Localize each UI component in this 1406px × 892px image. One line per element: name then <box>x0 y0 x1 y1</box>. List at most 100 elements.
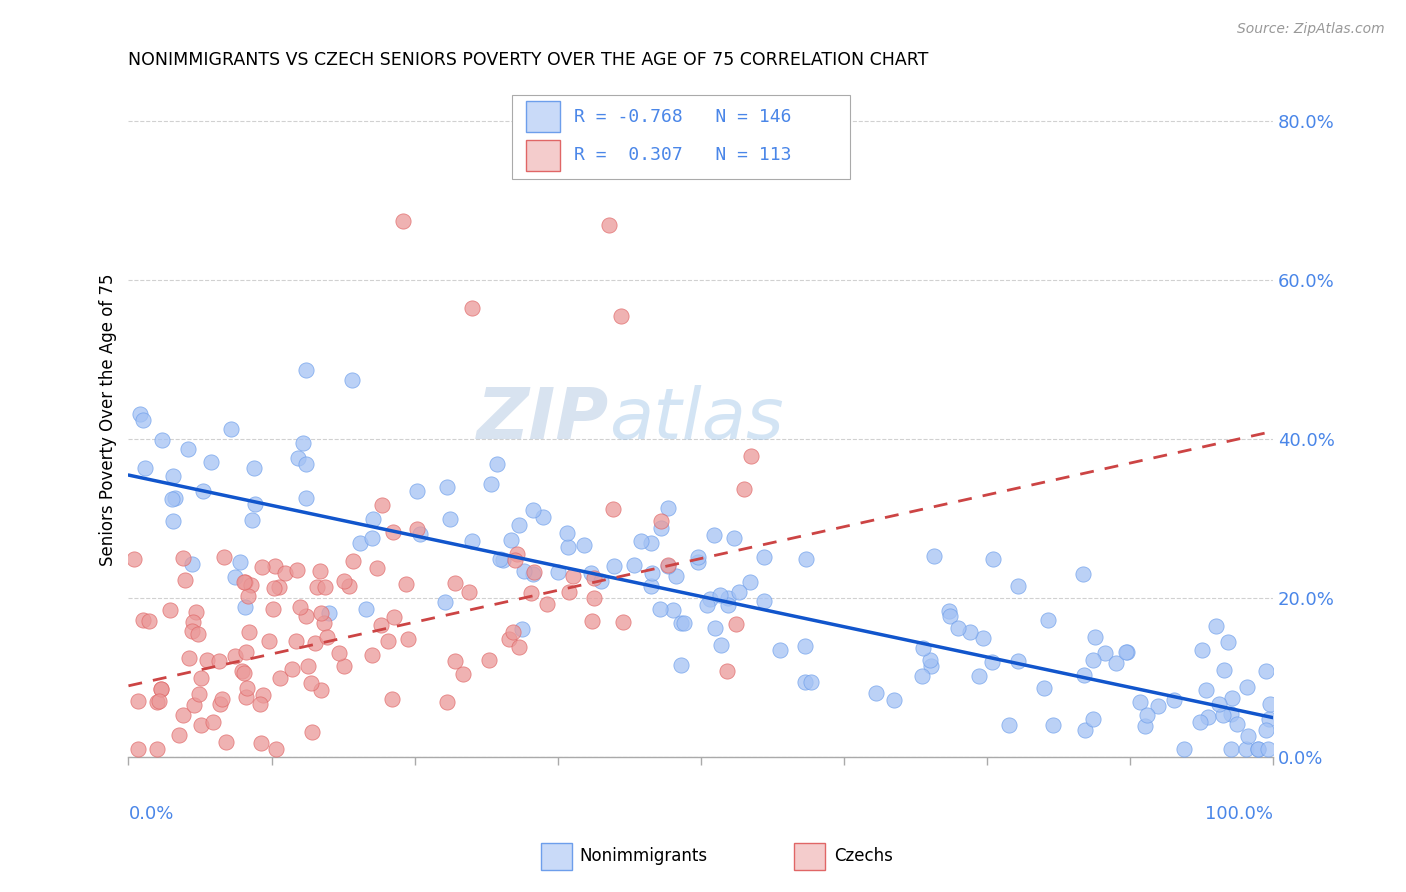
Point <box>215 734 238 748</box>
Point <box>337 579 360 593</box>
Point <box>1038 613 1060 627</box>
Point <box>1247 742 1270 756</box>
Point <box>503 553 526 567</box>
Point <box>342 554 364 568</box>
Point <box>523 566 546 580</box>
Point <box>630 533 652 548</box>
Point <box>132 613 155 627</box>
Point <box>609 309 631 323</box>
Point <box>583 571 606 585</box>
Point <box>1208 698 1230 712</box>
Point <box>172 551 194 566</box>
Point <box>209 697 232 711</box>
Point <box>696 598 718 612</box>
Point <box>558 585 581 599</box>
Point <box>752 594 775 608</box>
Point <box>444 654 467 668</box>
Point <box>522 567 544 582</box>
Point <box>392 213 415 227</box>
Point <box>235 690 257 704</box>
Point <box>172 708 194 723</box>
Point <box>498 632 520 646</box>
Point <box>561 569 583 583</box>
Point <box>361 648 384 662</box>
Point <box>1256 664 1278 678</box>
Point <box>180 558 202 572</box>
Point <box>243 461 266 475</box>
Point <box>190 672 212 686</box>
Point <box>1260 697 1282 711</box>
Point <box>920 653 942 667</box>
Point <box>547 565 569 579</box>
Y-axis label: Seniors Poverty Over the Age of 75: Seniors Poverty Over the Age of 75 <box>100 273 117 566</box>
Point <box>406 523 429 537</box>
Point <box>461 301 484 315</box>
FancyBboxPatch shape <box>526 140 560 171</box>
Point <box>231 665 253 679</box>
Point <box>794 552 817 566</box>
Point <box>1133 719 1156 733</box>
Point <box>235 645 257 659</box>
Point <box>451 667 474 681</box>
Point <box>997 718 1019 732</box>
Point <box>229 555 252 569</box>
Point <box>381 692 404 706</box>
Point <box>508 640 530 654</box>
Point <box>340 373 363 387</box>
Point <box>184 605 207 619</box>
Point <box>236 681 259 696</box>
Text: NONIMMIGRANTS VS CZECH SENIORS POVERTY OVER THE AGE OF 75 CORRELATION CHART: NONIMMIGRANTS VS CZECH SENIORS POVERTY O… <box>128 51 929 69</box>
Point <box>479 477 502 491</box>
Point <box>980 655 1002 669</box>
Point <box>235 600 257 615</box>
Point <box>1007 579 1029 593</box>
Point <box>287 451 309 466</box>
Point <box>200 455 222 469</box>
Point <box>657 558 679 573</box>
Point <box>699 591 721 606</box>
Point <box>536 597 558 611</box>
Point <box>163 491 186 506</box>
Point <box>461 533 484 548</box>
Point <box>406 484 429 499</box>
Point <box>356 602 378 616</box>
Point <box>127 693 149 707</box>
Point <box>366 561 388 575</box>
Point <box>1173 742 1195 756</box>
Point <box>312 616 335 631</box>
Point <box>740 449 762 463</box>
Point <box>1236 729 1258 743</box>
Point <box>295 608 318 623</box>
Point <box>332 574 354 588</box>
Point <box>183 698 205 712</box>
Point <box>1136 708 1159 723</box>
Point <box>602 502 624 516</box>
Point <box>1257 742 1279 756</box>
Point <box>723 531 745 545</box>
Text: ZIP: ZIP <box>477 384 609 454</box>
Text: R = -0.768   N = 146: R = -0.768 N = 146 <box>574 108 792 126</box>
Point <box>709 589 731 603</box>
Point <box>309 683 332 698</box>
Point <box>911 668 934 682</box>
Point <box>602 558 624 573</box>
Point <box>1197 710 1219 724</box>
Point <box>506 547 529 561</box>
Point <box>236 589 259 603</box>
Point <box>159 603 181 617</box>
Point <box>211 691 233 706</box>
Point <box>492 553 515 567</box>
Point <box>1205 619 1227 633</box>
Point <box>145 695 167 709</box>
Point <box>1094 646 1116 660</box>
Point <box>304 636 326 650</box>
Point <box>478 653 501 667</box>
Point <box>1147 698 1170 713</box>
Point <box>409 526 432 541</box>
Point <box>292 436 315 450</box>
FancyBboxPatch shape <box>512 95 849 179</box>
Point <box>295 363 318 377</box>
Point <box>1116 644 1139 658</box>
Point <box>238 624 260 639</box>
Point <box>269 580 291 594</box>
